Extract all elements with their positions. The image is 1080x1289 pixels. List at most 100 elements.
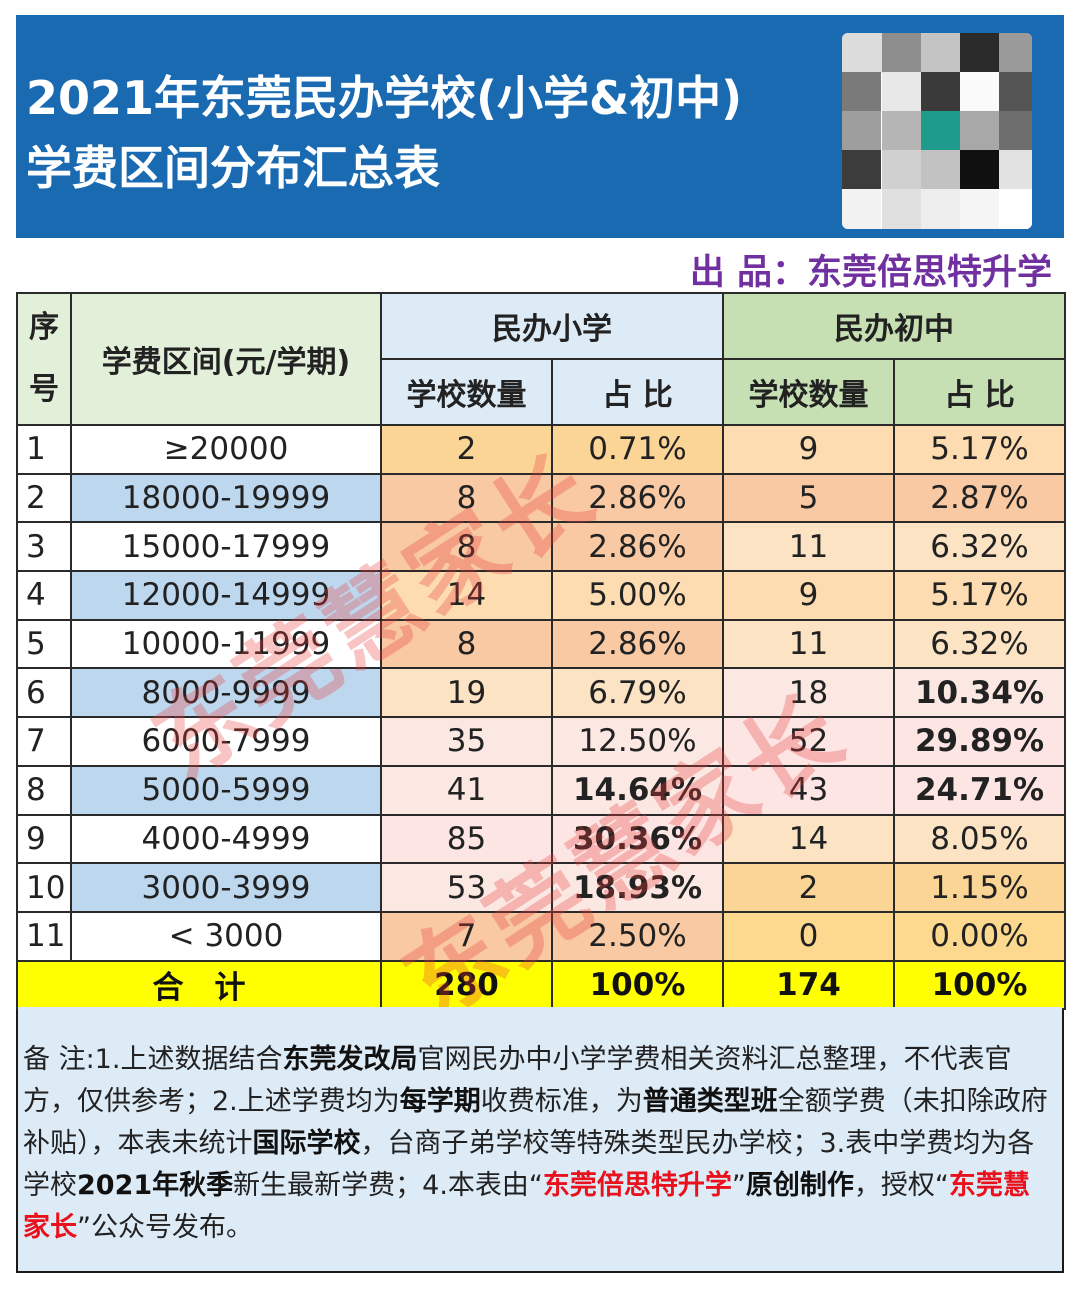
note-red-2: 东莞慧家长 bbox=[23, 1170, 1030, 1243]
row-primary-count: 35 bbox=[380, 716, 553, 767]
row-primary-ratio: 6.79% bbox=[551, 667, 724, 719]
row-seq: 10 bbox=[16, 862, 72, 913]
row-fee-range: 6000-7999 bbox=[70, 716, 382, 767]
note-text-1: 备 注:1.上述数据结合 bbox=[23, 1044, 283, 1075]
note-bold-6: 原创制作 bbox=[745, 1170, 854, 1201]
row-seq: 5 bbox=[16, 618, 72, 670]
row-middle-ratio: 10.34% bbox=[893, 667, 1066, 719]
row-seq: 2 bbox=[16, 472, 72, 524]
header-middle-school: 民办初中 bbox=[722, 292, 1066, 360]
row-middle-ratio: 2.87% bbox=[893, 472, 1066, 524]
total-middle-ratio: 100% bbox=[893, 959, 1066, 1010]
row-primary-count: 41 bbox=[380, 764, 553, 816]
total-primary-ratio: 100% bbox=[551, 959, 724, 1010]
row-middle-count: 2 bbox=[722, 862, 895, 913]
table-row: 11 < 3000 7 2.50% 0 0.00% bbox=[16, 910, 1066, 962]
page-title: 2021年东莞民办学校(小学&初中) bbox=[26, 71, 743, 125]
row-fee-range: 12000-14999 bbox=[70, 570, 382, 621]
table-row: 2 18000-19999 8 2.86% 5 2.87% bbox=[16, 472, 1066, 524]
table-row: 1 ≥20000 2 0.71% 9 5.17% bbox=[16, 424, 1066, 475]
header-seq: 序 号 bbox=[16, 292, 72, 426]
note-text-7: ” bbox=[731, 1170, 746, 1201]
row-middle-ratio: 6.32% bbox=[893, 618, 1066, 670]
header-fee-range: 学费区间(元/学期) bbox=[70, 292, 382, 426]
row-middle-count: 43 bbox=[722, 764, 895, 816]
note-text-2: 官网民办中小学学费相关资料汇总整理，不代表官方，仅供参考；2.上述学费均为 bbox=[23, 1044, 1012, 1117]
note-bold-1: 东莞发改局 bbox=[282, 1044, 418, 1075]
fee-table: 序 号 学费区间(元/学期) 民办小学 民办初中 学校数量 占 比 学校数量 占… bbox=[16, 292, 1066, 1010]
row-middle-count: 9 bbox=[722, 424, 895, 475]
row-middle-ratio: 24.71% bbox=[893, 764, 1066, 816]
row-middle-count: 9 bbox=[722, 570, 895, 621]
row-primary-count: 85 bbox=[380, 813, 553, 865]
row-fee-range: 18000-19999 bbox=[70, 472, 382, 524]
row-middle-count: 11 bbox=[722, 521, 895, 573]
row-primary-count: 8 bbox=[380, 521, 553, 573]
total-label: 合 计 bbox=[16, 959, 382, 1010]
row-fee-range: 15000-17999 bbox=[70, 521, 382, 573]
header-middle-count: 学校数量 bbox=[722, 358, 895, 426]
row-primary-ratio: 2.86% bbox=[551, 521, 724, 573]
row-seq: 7 bbox=[16, 716, 72, 767]
row-primary-ratio: 0.71% bbox=[551, 424, 724, 475]
table-row: 10 3000-3999 53 18.93% 2 1.15% bbox=[16, 862, 1066, 913]
table-row: 3 15000-17999 8 2.86% 11 6.32% bbox=[16, 521, 1066, 573]
table-row: 6 8000-9999 19 6.79% 18 10.34% bbox=[16, 667, 1066, 719]
note-red-1: 东莞倍思特升学 bbox=[542, 1170, 732, 1201]
row-fee-range: 10000-11999 bbox=[70, 618, 382, 670]
note-bold-5: 2021年秋季 bbox=[77, 1170, 234, 1201]
note-text-5: ，台商子弟学校等特殊类型民办学校；3.表中学费均为各学校 bbox=[23, 1128, 1035, 1201]
remarks-box: 备 注:1.上述数据结合东莞发改局官网民办中小学学费相关资料汇总整理，不代表官方… bbox=[18, 1007, 1062, 1271]
row-primary-ratio: 2.86% bbox=[551, 618, 724, 670]
qr-code-image bbox=[842, 33, 1032, 229]
row-middle-count: 14 bbox=[722, 813, 895, 865]
table-row: 5 10000-11999 8 2.86% 11 6.32% bbox=[16, 618, 1066, 670]
row-primary-count: 53 bbox=[380, 862, 553, 913]
row-middle-ratio: 0.00% bbox=[893, 910, 1066, 962]
note-bold-4: 国际学校 bbox=[252, 1128, 361, 1159]
row-middle-ratio: 6.32% bbox=[893, 521, 1066, 573]
total-middle-count: 174 bbox=[722, 959, 895, 1010]
row-primary-ratio: 18.93% bbox=[551, 862, 724, 913]
row-middle-ratio: 8.05% bbox=[893, 813, 1066, 865]
row-primary-count: 8 bbox=[380, 472, 553, 524]
table-row: 7 6000-7999 35 12.50% 52 29.89% bbox=[16, 716, 1066, 767]
row-primary-count: 19 bbox=[380, 667, 553, 719]
note-text-6: 新生最新学费；4.本表由“ bbox=[233, 1170, 543, 1201]
row-middle-count: 11 bbox=[722, 618, 895, 670]
row-middle-count: 5 bbox=[722, 472, 895, 524]
row-middle-ratio: 5.17% bbox=[893, 570, 1066, 621]
note-text-9: ”公众号发布。 bbox=[77, 1212, 253, 1243]
row-middle-ratio: 5.17% bbox=[893, 424, 1066, 475]
row-seq: 9 bbox=[16, 813, 72, 865]
row-fee-range: 5000-5999 bbox=[70, 764, 382, 816]
page-subtitle: 学费区间分布汇总表 bbox=[26, 141, 440, 195]
row-seq: 6 bbox=[16, 667, 72, 719]
table-row: 9 4000-4999 85 30.36% 14 8.05% bbox=[16, 813, 1066, 865]
note-text-8: ，授权“ bbox=[853, 1170, 949, 1201]
note-text-3: 收费标准，为 bbox=[480, 1086, 643, 1117]
row-primary-ratio: 2.50% bbox=[551, 910, 724, 962]
row-seq: 4 bbox=[16, 570, 72, 621]
row-primary-count: 14 bbox=[380, 570, 553, 621]
header-seq-bottom: 号 bbox=[29, 372, 59, 407]
note-bold-3: 普通类型班 bbox=[642, 1086, 778, 1117]
row-primary-ratio: 2.86% bbox=[551, 472, 724, 524]
header-middle-ratio: 占 比 bbox=[893, 358, 1066, 426]
row-primary-count: 8 bbox=[380, 618, 553, 670]
row-fee-range: < 3000 bbox=[70, 910, 382, 962]
row-primary-count: 2 bbox=[380, 424, 553, 475]
producer-label: 出 品：东莞倍思特升学 bbox=[689, 253, 1052, 293]
total-primary-count: 280 bbox=[380, 959, 553, 1010]
row-middle-ratio: 1.15% bbox=[893, 862, 1066, 913]
header-seq-top: 序 bbox=[29, 310, 59, 345]
row-middle-count: 18 bbox=[722, 667, 895, 719]
producer-bar: 出 品：东莞倍思特升学 bbox=[16, 238, 1064, 293]
header-primary-ratio: 占 比 bbox=[551, 358, 724, 426]
row-fee-range: ≥20000 bbox=[70, 424, 382, 475]
row-seq: 1 bbox=[16, 424, 72, 475]
table-row: 8 5000-5999 41 14.64% 43 24.71% bbox=[16, 764, 1066, 816]
note-text-4: 全额学费（未扣除政府补贴），本表未统计 bbox=[23, 1086, 1048, 1159]
row-primary-ratio: 12.50% bbox=[551, 716, 724, 767]
header-primary-count: 学校数量 bbox=[380, 358, 553, 426]
